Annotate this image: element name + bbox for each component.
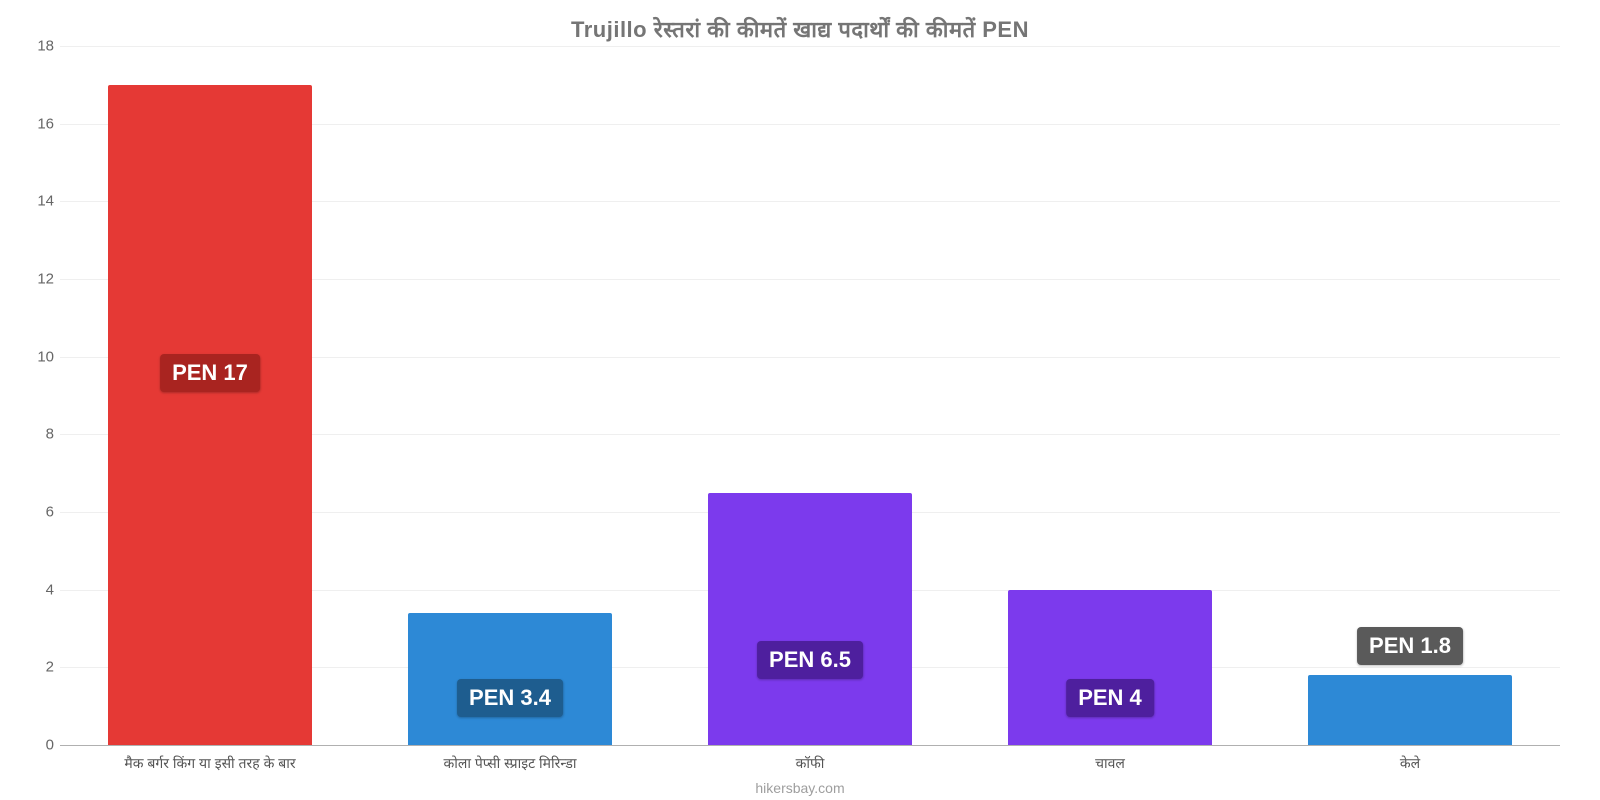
xtick-label: केले: [1260, 750, 1560, 778]
ytick-label: 14: [20, 193, 54, 210]
bar-slot: PEN 3.4: [360, 46, 660, 745]
price-bar-chart: Trujillo रेस्तरां की कीमतें खाद्य पदार्थ…: [0, 0, 1600, 800]
ytick-label: 12: [20, 271, 54, 288]
bar: [108, 85, 312, 745]
ytick-label: 2: [20, 659, 54, 676]
bar: [1308, 675, 1512, 745]
plot-area: 024681012141618 PEN 17PEN 3.4PEN 6.5PEN …: [60, 46, 1560, 746]
bars-container: PEN 17 PEN 3.4 PEN 6.5 PEN 4 PEN 1.8: [60, 46, 1560, 745]
xtick-label: कॉफी: [660, 750, 960, 778]
ytick-label: 6: [20, 504, 54, 521]
bar-slot: PEN 4: [960, 46, 1260, 745]
bar-value-label: PEN 3.4: [457, 679, 563, 717]
bar-slot: PEN 6.5: [660, 46, 960, 745]
ytick-label: 4: [20, 581, 54, 598]
xtick-label: मैक बर्गर किंग या इसी तरह के बार: [60, 750, 360, 778]
bar: [708, 493, 912, 745]
bar-value-label: PEN 17: [160, 354, 260, 392]
bar: [1008, 590, 1212, 745]
ytick-label: 16: [20, 115, 54, 132]
ytick-label: 0: [20, 737, 54, 754]
bar-value-label: PEN 4: [1066, 679, 1154, 717]
xtick-label: कोला पेप्सी स्प्राइट मिरिन्डा: [360, 750, 660, 778]
ytick-label: 8: [20, 426, 54, 443]
ytick-label: 18: [20, 38, 54, 55]
x-axis: मैक बर्गर किंग या इसी तरह के बारकोला पेप…: [60, 750, 1560, 778]
bar-value-label: PEN 1.8: [1357, 627, 1463, 665]
xtick-label: चावल: [960, 750, 1260, 778]
watermark: hikersbay.com: [0, 780, 1600, 796]
chart-title: Trujillo रेस्तरां की कीमतें खाद्य पदार्थ…: [0, 0, 1600, 44]
bar-slot: PEN 1.8: [1260, 46, 1560, 745]
bar-slot: PEN 17: [60, 46, 360, 745]
ytick-label: 10: [20, 348, 54, 365]
bar-value-label: PEN 6.5: [757, 641, 863, 679]
